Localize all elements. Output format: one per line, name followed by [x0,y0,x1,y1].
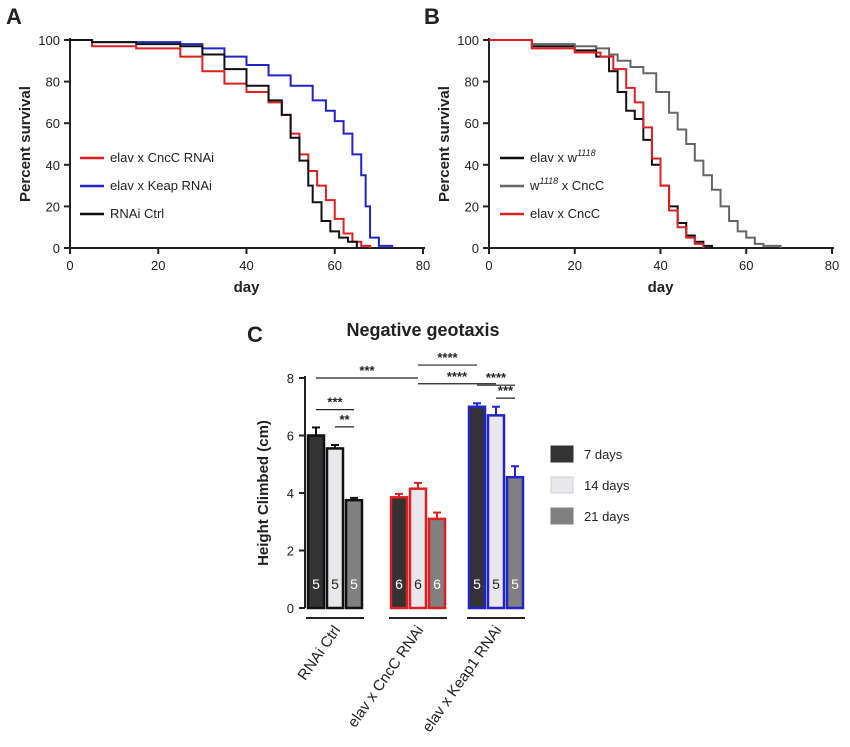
survival-curve-3 [70,39,358,248]
y-tick-label: 0 [472,241,479,256]
legend-label: 7 days [584,447,623,462]
x-tick-label: 40 [653,258,667,273]
survival-chart-b: 0 20 40 60 80 100 0 20 40 60 80 day Percent survival… [436,33,839,296]
legend-label: elav x Keap RNAi [110,178,212,193]
x-tick-label: 60 [328,258,342,273]
x-tick-label: 60 [739,258,753,273]
legend-label: elav x w1118 [530,148,596,165]
significance-label: *** [359,363,375,378]
n-label: 5 [350,576,358,592]
y-tick-label: 80 [465,75,479,90]
legend-swatch [550,507,574,525]
n-label: 5 [312,576,320,592]
y-tick-label: 40 [465,158,479,173]
y-tick-label: 20 [465,199,479,214]
y-tick-label: 60 [465,116,479,131]
panel-letter-b: B [424,4,440,29]
legend-swatch [550,445,574,463]
y-axis-title: Percent survival [436,86,453,202]
x-axis-title: day [648,279,675,296]
significance-label: *** [498,383,514,398]
legend-label: elav x CncC RNAi [110,150,214,165]
significance-label: **** [447,369,468,384]
y-tick-label: 4 [287,486,294,501]
bar [427,517,447,610]
panel-letter-a: A [6,4,22,29]
y-tick-label: 0 [53,241,60,256]
n-label: 6 [395,576,403,592]
significance-label: *** [327,395,343,410]
significance-label: **** [486,370,507,385]
x-tick-label: 40 [239,258,253,273]
n-label: 6 [433,576,441,592]
y-axis-title: Height Climbed (cm) [255,420,272,566]
y-tick-label: 40 [46,158,60,173]
x-tick-label: 0 [66,258,73,273]
y-tick-label: 100 [38,33,60,48]
n-label: 5 [492,576,500,592]
y-tick-label: 20 [46,199,60,214]
x-tick-label: 80 [416,258,430,273]
x-tick-label: 80 [825,258,839,273]
group-label: elav x CncC RNAi [345,623,428,731]
legend-label: RNAi Ctrl [110,206,164,221]
group-label: elav x Keap1 RNAi [419,623,505,736]
significance-label: ** [339,412,350,427]
y-axis-title: Percent survival [17,86,34,202]
y-tick-label: 8 [287,371,294,386]
y-tick-label: 100 [457,33,479,48]
y-tick-label: 60 [46,116,60,131]
legend-label: w1118 x CncC [529,176,604,193]
x-tick-label: 20 [568,258,582,273]
y-tick-label: 80 [46,75,60,90]
group-label: RNAi Ctrl [295,623,345,684]
survival-chart-a: 0 20 40 60 80 100 0 20 40 60 80 day Percent survival… [17,33,430,296]
n-label: 5 [511,576,519,592]
survival-curve-2 [489,39,782,248]
n-label: 6 [414,576,422,592]
y-tick-label: 2 [287,544,294,559]
chart-title: Negative geotaxis [346,320,499,340]
x-axis-title: day [234,279,261,296]
survival-curve-3 [489,39,705,248]
x-tick-label: 20 [151,258,165,273]
legend-label: elav x CncC [530,206,600,221]
legend-label: 21 days [584,509,630,524]
x-tick-label: 0 [485,258,492,273]
panel-letter-c: C [247,322,263,347]
geotaxis-bar-chart: Negative geotaxis 0 2 4 6 8 Height Climbed (cm… [255,320,630,735]
legend-swatch [550,476,574,494]
y-tick-label: 0 [287,601,294,616]
n-label: 5 [473,576,481,592]
y-tick-label: 6 [287,429,294,444]
n-label: 5 [331,576,339,592]
survival-curve-2 [70,39,394,248]
significance-label: **** [437,350,458,365]
legend-label: 14 days [584,478,630,493]
